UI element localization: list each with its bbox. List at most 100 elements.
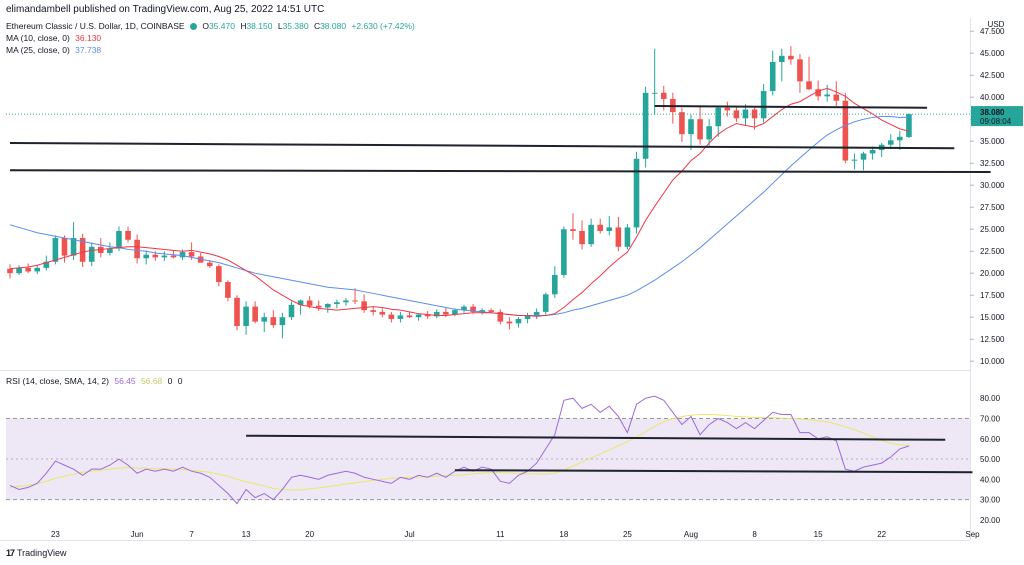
candle-body xyxy=(624,227,631,247)
rsi-tick-label: 50.00 xyxy=(980,455,1001,464)
candle-body xyxy=(143,254,149,259)
candle-body xyxy=(361,301,367,311)
low-value: 35.380 xyxy=(282,21,309,31)
rsi-label: RSI (14, close, SMA, 14, 2) xyxy=(6,376,109,386)
rsi-line xyxy=(9,395,910,505)
candle-body xyxy=(497,311,504,322)
candle-body xyxy=(270,317,277,326)
price-tick-label: 35.000 xyxy=(980,137,1005,146)
ma25-line xyxy=(9,116,909,316)
candle-body xyxy=(461,306,467,311)
candle-body xyxy=(651,92,658,94)
symbol-name[interactable]: Ethereum Classic / U.S. Dollar, 1D, COIN… xyxy=(6,21,185,31)
last-price-badge xyxy=(971,106,1023,127)
rsi-tick-label: 30.00 xyxy=(980,496,1001,505)
candle-body xyxy=(70,238,77,256)
candle-body xyxy=(479,310,485,312)
time-axis-label: Jun xyxy=(131,530,144,539)
candle-body xyxy=(252,306,258,322)
candle-body xyxy=(7,268,13,274)
rsi-tick-label: 60.00 xyxy=(980,435,1001,444)
candle-body xyxy=(406,315,413,318)
tradingview-brand[interactable]: 17 TradingView xyxy=(6,548,67,558)
candle-body xyxy=(842,100,849,161)
candle-body xyxy=(633,158,640,228)
candle-body xyxy=(125,230,131,240)
candle-body xyxy=(107,248,113,253)
rsi-extra-2: 0 xyxy=(177,376,183,386)
rsi-sma-line xyxy=(9,413,909,491)
rsi-tick-label: 80.00 xyxy=(980,394,1001,403)
rsi-tick-label: 70.00 xyxy=(980,414,1001,423)
candle-body xyxy=(52,238,59,262)
candle-body xyxy=(297,300,304,305)
candle-body xyxy=(588,224,594,245)
candle-body xyxy=(751,109,758,119)
candle-body xyxy=(606,227,613,231)
candle-body xyxy=(370,310,376,312)
price-tick-label: 20.000 xyxy=(980,269,1005,278)
candle-body xyxy=(552,274,558,295)
candle-body xyxy=(779,55,785,62)
candle-body xyxy=(906,114,912,138)
price-trendline xyxy=(9,169,991,173)
time-axis-label: 20 xyxy=(305,530,314,539)
candle-body xyxy=(424,314,431,317)
candle-body xyxy=(443,311,449,315)
candle-body xyxy=(488,310,495,312)
rsi-value: 56.45 xyxy=(114,376,136,386)
candle-body xyxy=(597,224,603,231)
candle-body xyxy=(524,315,531,319)
publisher-header: elimandambell published on TradingView.c… xyxy=(6,4,325,15)
price-tick-label: 47.500 xyxy=(980,27,1005,36)
candle-body xyxy=(724,107,731,111)
candle-body xyxy=(570,229,576,231)
candle-body xyxy=(642,92,649,159)
candle-body xyxy=(824,94,830,97)
ma25-legend[interactable]: MA (25, close, 0) 37.738 xyxy=(6,45,104,55)
candle-body xyxy=(533,311,540,316)
candle-body xyxy=(288,304,295,318)
candle-body xyxy=(43,261,50,268)
price-tick-label: 10.000 xyxy=(980,357,1005,366)
price-tick-label: 30.000 xyxy=(980,181,1005,190)
ma10-legend[interactable]: MA (10, close, 0) 36.130 xyxy=(6,33,104,43)
price-tick-label: 25.000 xyxy=(980,225,1005,234)
candle-body xyxy=(243,306,249,326)
tradingview-logo-icon: 17 xyxy=(6,548,15,558)
price-tick-label: 45.000 xyxy=(980,49,1005,58)
price-tick-label: 32.500 xyxy=(980,159,1005,168)
open-label: O xyxy=(202,21,209,31)
candle-body xyxy=(797,59,803,82)
candle-body xyxy=(116,230,122,249)
ma10-label: MA (10, close, 0) xyxy=(6,33,70,43)
close-value: 38.080 xyxy=(320,21,347,31)
candle-body xyxy=(506,321,513,324)
candle-body xyxy=(25,267,31,272)
candle-body xyxy=(542,294,549,312)
candle-body xyxy=(225,282,231,298)
candle-body xyxy=(152,254,159,258)
candle-body xyxy=(397,315,404,319)
candle-body xyxy=(788,55,794,60)
price-tick-label: 12.500 xyxy=(980,335,1005,344)
time-axis-label: 15 xyxy=(814,530,823,539)
price-tick-label: 17.500 xyxy=(980,291,1005,300)
rsi-legend[interactable]: RSI (14, close, SMA, 14, 2) 56.45 56.68 … xyxy=(6,376,186,386)
candle-body xyxy=(869,150,876,154)
rsi-tick-label: 40.00 xyxy=(980,475,1001,484)
rsi-sma-value: 56.68 xyxy=(141,376,163,386)
candle-body xyxy=(760,91,767,119)
price-tick-label: 22.500 xyxy=(980,247,1005,256)
ma25-label: MA (25, close, 0) xyxy=(6,45,70,55)
candle-body xyxy=(660,92,667,99)
candle-body xyxy=(179,252,186,258)
candle-body xyxy=(452,310,458,315)
low-label: L xyxy=(277,21,283,31)
price-tick-label: 15.000 xyxy=(980,313,1005,322)
candle-body xyxy=(352,300,358,302)
tradingview-name: TradingView xyxy=(17,548,67,558)
high-value: 38.150 xyxy=(246,21,273,31)
candle-body xyxy=(561,229,567,275)
